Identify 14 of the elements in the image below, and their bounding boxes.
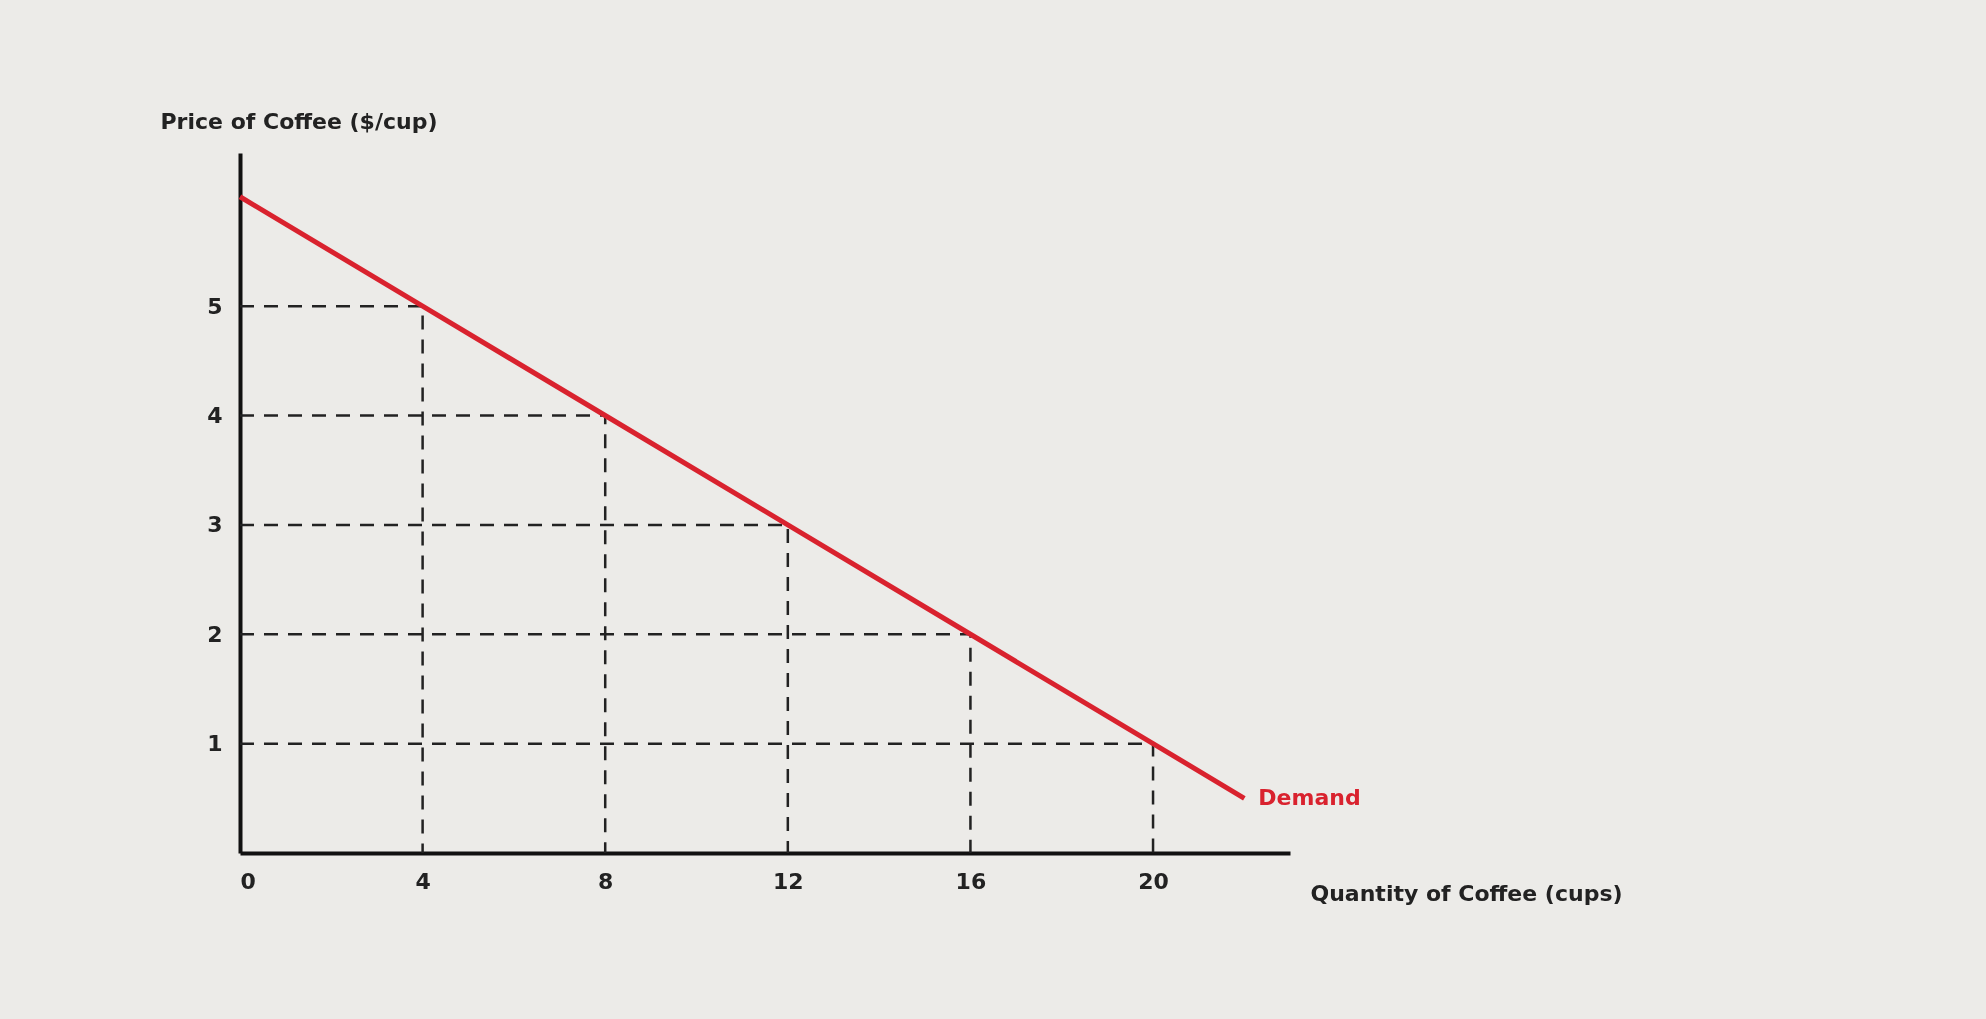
y-tick-label: 1: [207, 731, 223, 757]
x-axis-title: Quantity of Coffee (cups): [1310, 880, 1623, 906]
y-axis-title: Price of Coffee ($/cup): [160, 108, 438, 134]
x-tick-label: 4: [415, 868, 431, 894]
series-label: Demand: [1258, 785, 1361, 811]
x-tick-label: 16: [955, 868, 987, 894]
x-tick-label: 20: [1138, 868, 1169, 894]
x-tick-label: 8: [598, 868, 614, 894]
y-tick-label: 3: [207, 512, 223, 538]
y-tick-label: 5: [207, 293, 223, 319]
y-tick-label: 2: [207, 621, 223, 647]
x-tick-label: 0: [240, 868, 256, 894]
y-tick-label: 4: [207, 403, 223, 428]
x-tick-label: 12: [773, 868, 804, 894]
